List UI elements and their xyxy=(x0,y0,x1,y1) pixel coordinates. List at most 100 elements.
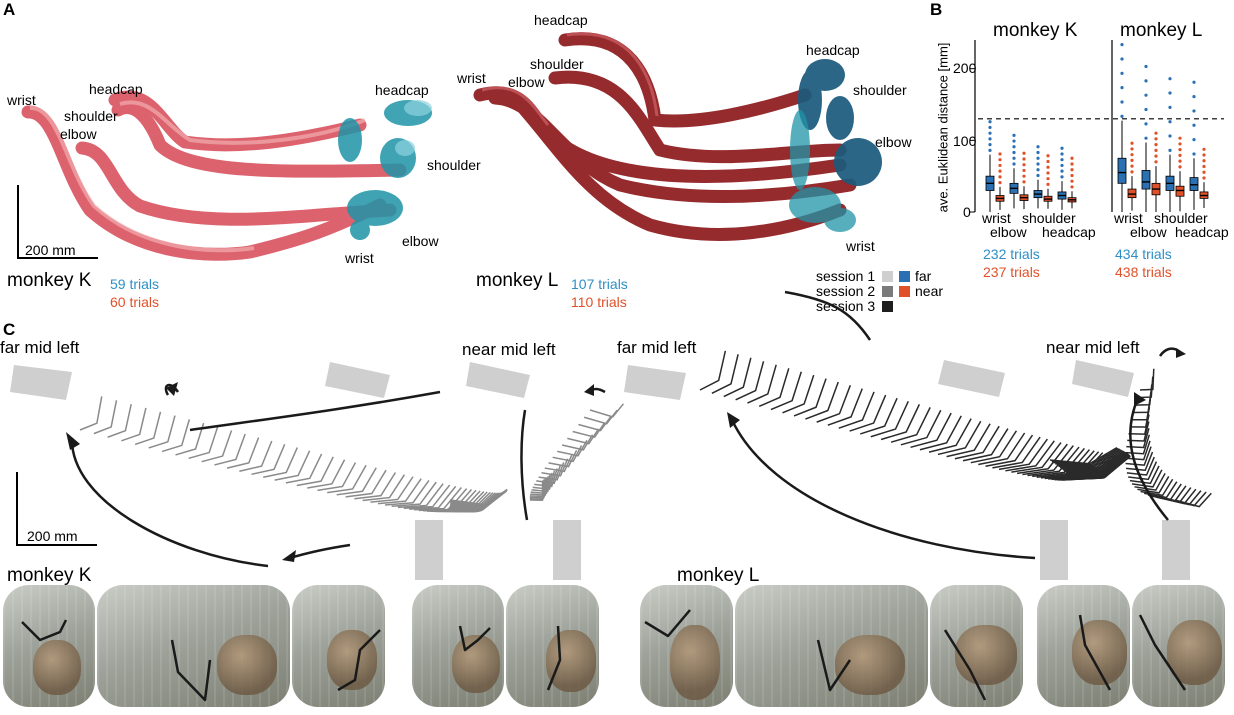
b-l-cat-shoulder: shoulder xyxy=(1154,210,1208,226)
c-k-far-stick xyxy=(93,400,118,435)
c-l-near-stick xyxy=(1137,376,1154,399)
l-traj-headcap xyxy=(558,32,812,128)
c-k-near-stick xyxy=(536,465,561,485)
b-l-far-trials: 434 trials xyxy=(1115,246,1172,262)
c-k-near-stick xyxy=(529,477,548,498)
c-k-far-stick xyxy=(285,453,323,484)
k-label-shoulder-left: shoulder xyxy=(64,108,118,124)
c-l-far-stick xyxy=(1053,448,1121,467)
b-outlier xyxy=(998,175,1002,179)
c-l-far-stick xyxy=(816,385,852,423)
c-l-far-stick xyxy=(1056,449,1123,469)
b-outlier xyxy=(1202,164,1206,169)
b-outlier xyxy=(1022,174,1026,178)
c-l-far-stick xyxy=(1059,451,1126,471)
b-outlier xyxy=(1168,105,1172,109)
b-outlier xyxy=(1060,169,1064,173)
legend-session1-swatch xyxy=(882,271,893,282)
k-label-wrist-right: wrist xyxy=(345,250,374,266)
b-outlier xyxy=(1178,153,1182,157)
c-l-far-stick xyxy=(782,374,815,414)
legend-far-swatch xyxy=(899,271,910,282)
b-outlier xyxy=(1012,150,1016,155)
b-outlier xyxy=(1202,153,1206,157)
c-l-far-stick xyxy=(919,415,962,451)
c-l-near-stick xyxy=(1137,476,1170,494)
b-outlier xyxy=(1012,156,1016,160)
c-l-far-stick xyxy=(1027,446,1080,477)
c-l-far-stick xyxy=(928,418,972,453)
b-outlier xyxy=(988,125,992,130)
b-outlier xyxy=(1130,153,1134,157)
c-l-near-stick xyxy=(1174,492,1212,508)
b-title-monkey-l: monkey L xyxy=(1120,20,1203,41)
b-outlier xyxy=(1022,168,1026,173)
c-k-near-stick xyxy=(561,434,594,451)
b-outlier xyxy=(1130,164,1134,168)
c-l-near-stick xyxy=(1128,414,1150,435)
l-label-shoulder-top: shoulder xyxy=(530,56,584,72)
b-outlier xyxy=(1178,136,1182,140)
b-outlier xyxy=(1036,156,1040,160)
b-outlier xyxy=(1046,154,1050,158)
k-label-shoulder-right: shoulder xyxy=(427,157,481,173)
c-k-far-stick xyxy=(201,430,233,463)
c-k-near-stick xyxy=(541,458,569,477)
b-outlier xyxy=(988,143,992,147)
c-l-far-stick xyxy=(992,436,1041,469)
b-l-cat-elbow: elbow xyxy=(1130,224,1167,240)
c-k-far-stick xyxy=(79,396,103,431)
b-outlier xyxy=(1012,139,1016,143)
b-box-near-wrist xyxy=(1127,188,1137,199)
c-l-near-stick xyxy=(1125,451,1154,472)
c-l-near-stick xyxy=(1127,421,1150,442)
b-outlier xyxy=(1120,114,1124,118)
c-l-far-stick xyxy=(1055,449,1122,468)
b-outlier xyxy=(1120,43,1124,47)
l-label-elbow-top: elbow xyxy=(508,74,545,90)
c-l-far-stick xyxy=(827,388,863,426)
c-l-far-stick xyxy=(1061,451,1127,472)
b-outlier xyxy=(1178,148,1182,152)
c-k-far-stick xyxy=(226,437,260,469)
c-l-near-stick xyxy=(1125,440,1151,461)
b-k-cat-headcap: headcap xyxy=(1042,224,1096,240)
b-outlier xyxy=(998,152,1002,156)
k-label-elbow-left: elbow xyxy=(60,126,97,142)
c-k-far-stick xyxy=(274,450,311,481)
c-l-far-stick xyxy=(860,397,898,435)
b-k-far-trials: 232 trials xyxy=(983,246,1040,262)
b-box-far-wrist xyxy=(1117,157,1127,184)
scale-bar-c-label: 200 mm xyxy=(27,528,78,544)
l-near-trials: 110 trials xyxy=(571,294,627,310)
legend-near: near xyxy=(915,283,944,299)
b-outlier xyxy=(1036,173,1040,178)
c-l-far-stick xyxy=(870,401,909,438)
video-frame-l-5 xyxy=(1132,585,1225,707)
legend-session2-swatch xyxy=(882,286,893,297)
monkey-k-name-a: monkey K xyxy=(7,270,92,291)
c-k-far-stick xyxy=(449,488,508,506)
b-outlier xyxy=(1130,158,1134,162)
b-outlier xyxy=(998,181,1002,185)
c-k-far-stick xyxy=(317,462,357,492)
c-l-far-stick xyxy=(998,438,1048,471)
video-frame-k-4 xyxy=(412,585,504,707)
b-outlier xyxy=(1154,148,1158,152)
b-outlier xyxy=(988,131,992,135)
c-k-near-stick xyxy=(567,428,600,445)
b-k-cat-wrist: wrist xyxy=(982,210,1011,226)
b-outlier xyxy=(1154,143,1158,147)
b-title-monkey-k: monkey K xyxy=(993,20,1078,41)
b-outlier xyxy=(1046,159,1050,164)
b-outlier xyxy=(1202,159,1206,163)
legend-session2: session 2 xyxy=(816,283,876,299)
b-outlier xyxy=(1178,142,1182,146)
b-outlier xyxy=(1070,162,1074,166)
c-k-near-stick xyxy=(589,403,625,418)
c-l-far-stick xyxy=(747,364,777,404)
b-outlier xyxy=(1046,177,1050,181)
